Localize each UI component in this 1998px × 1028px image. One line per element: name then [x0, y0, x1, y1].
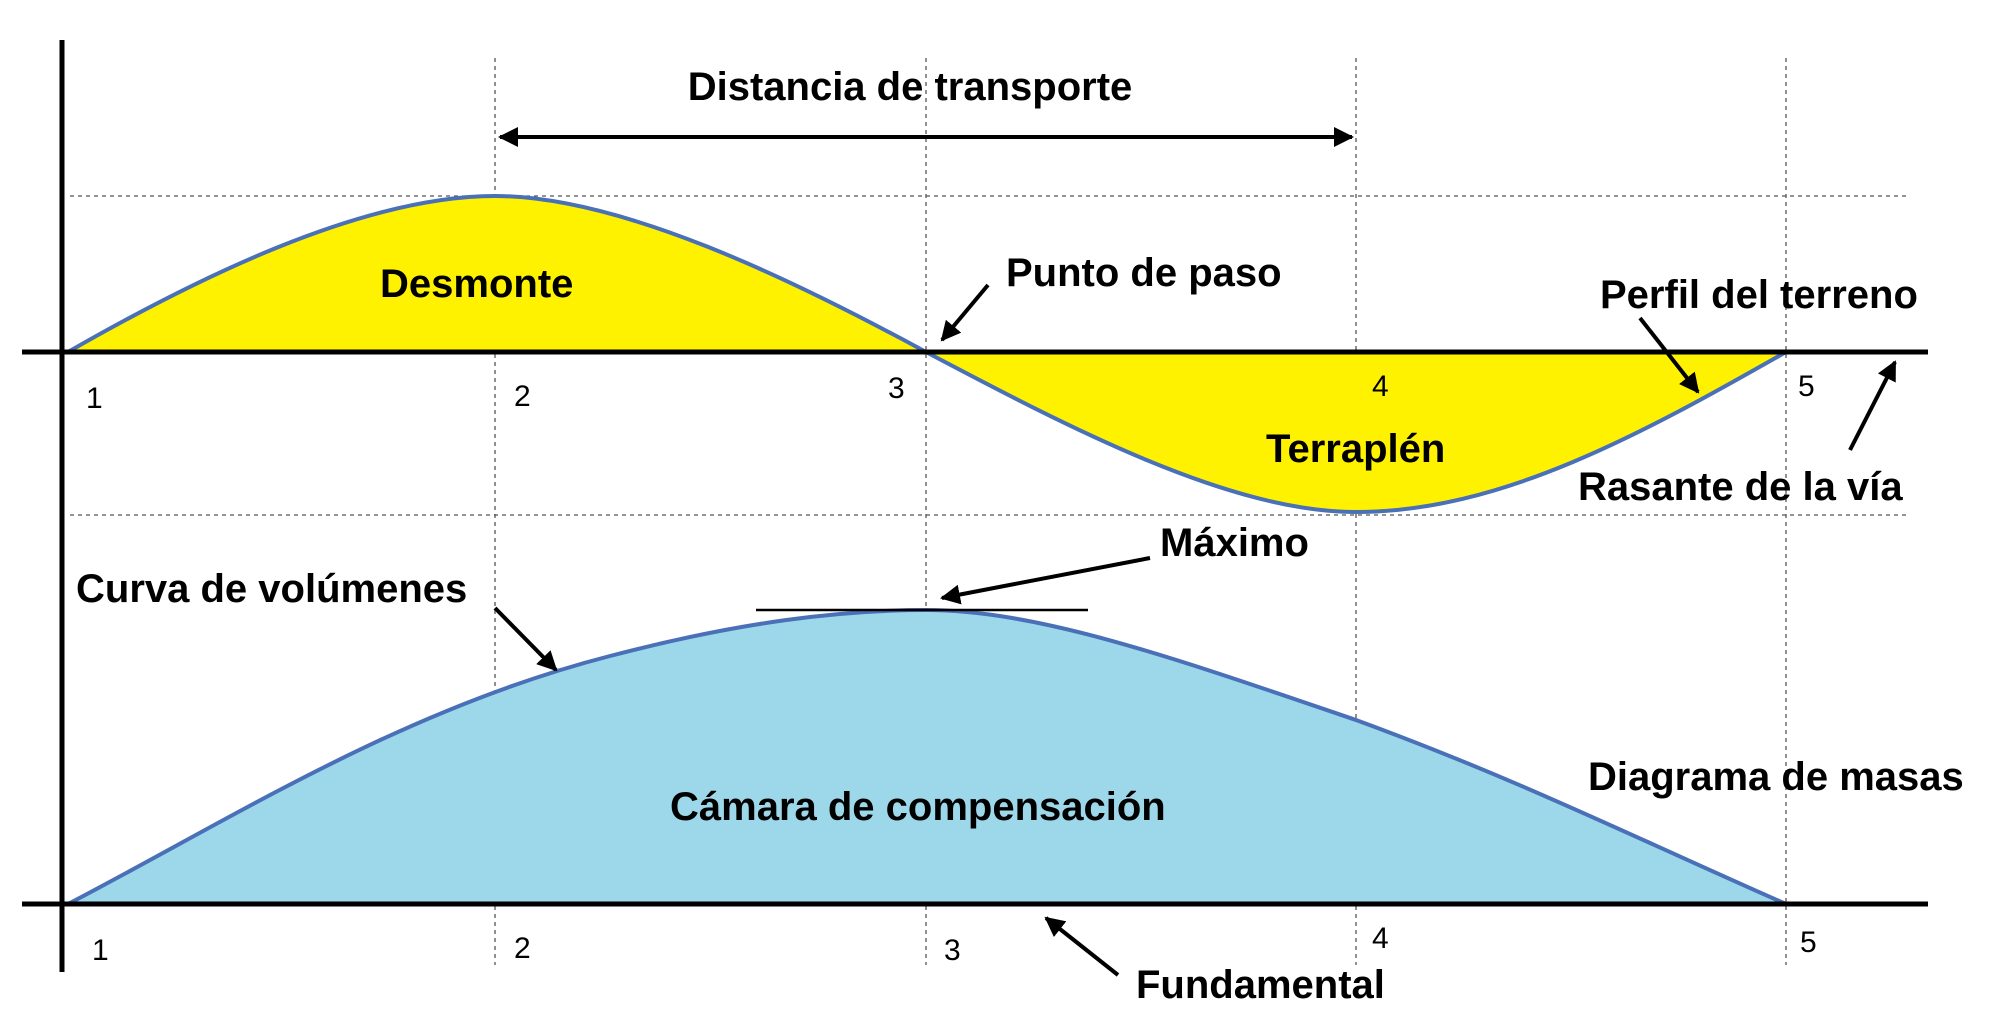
grade-line-arrow: [1848, 360, 1897, 451]
station-number-bottom: 3: [944, 934, 961, 967]
fundamental-label: Fundamental: [1136, 963, 1385, 1007]
passing-point-label: Punto de paso: [1006, 251, 1282, 295]
cut-area: [68, 196, 926, 352]
station-number-top: 2: [514, 380, 531, 413]
maximum-label: Máximo: [1160, 521, 1309, 565]
compensation-chamber-area: [67, 607, 1787, 906]
station-number-bottom: 2: [514, 932, 531, 965]
station-number-top: 4: [1372, 370, 1389, 403]
cut-label: Desmonte: [380, 262, 573, 306]
volume-curve-arrow: [493, 606, 558, 672]
terrain-profile-label: Perfil del terreno: [1600, 273, 1918, 317]
maximum-arrow: [940, 556, 1151, 605]
station-number-top: 5: [1798, 370, 1815, 403]
fill-area: [926, 352, 1786, 512]
station-number-bottom: 5: [1800, 926, 1817, 959]
station-number-top: 1: [86, 382, 103, 415]
fill-label: Terraplén: [1266, 427, 1445, 471]
compensation-chamber-label: Cámara de compensación: [670, 785, 1166, 829]
fundamental-arrow: [1044, 916, 1120, 977]
station-number-bottom: 4: [1372, 922, 1389, 955]
haul-distance-label: Distancia de transporte: [688, 65, 1133, 109]
station-number-top: 3: [888, 372, 905, 405]
volume-curve-label: Curva de volúmenes: [76, 567, 467, 611]
station-number-bottom: 1: [92, 934, 109, 967]
terrain-profile-arrow: [1638, 316, 1700, 394]
passing-point-arrow: [940, 283, 990, 342]
mass-diagram-label: Diagrama de masas: [1588, 755, 1964, 799]
grade-line-label: Rasante de la vía: [1578, 465, 1903, 509]
